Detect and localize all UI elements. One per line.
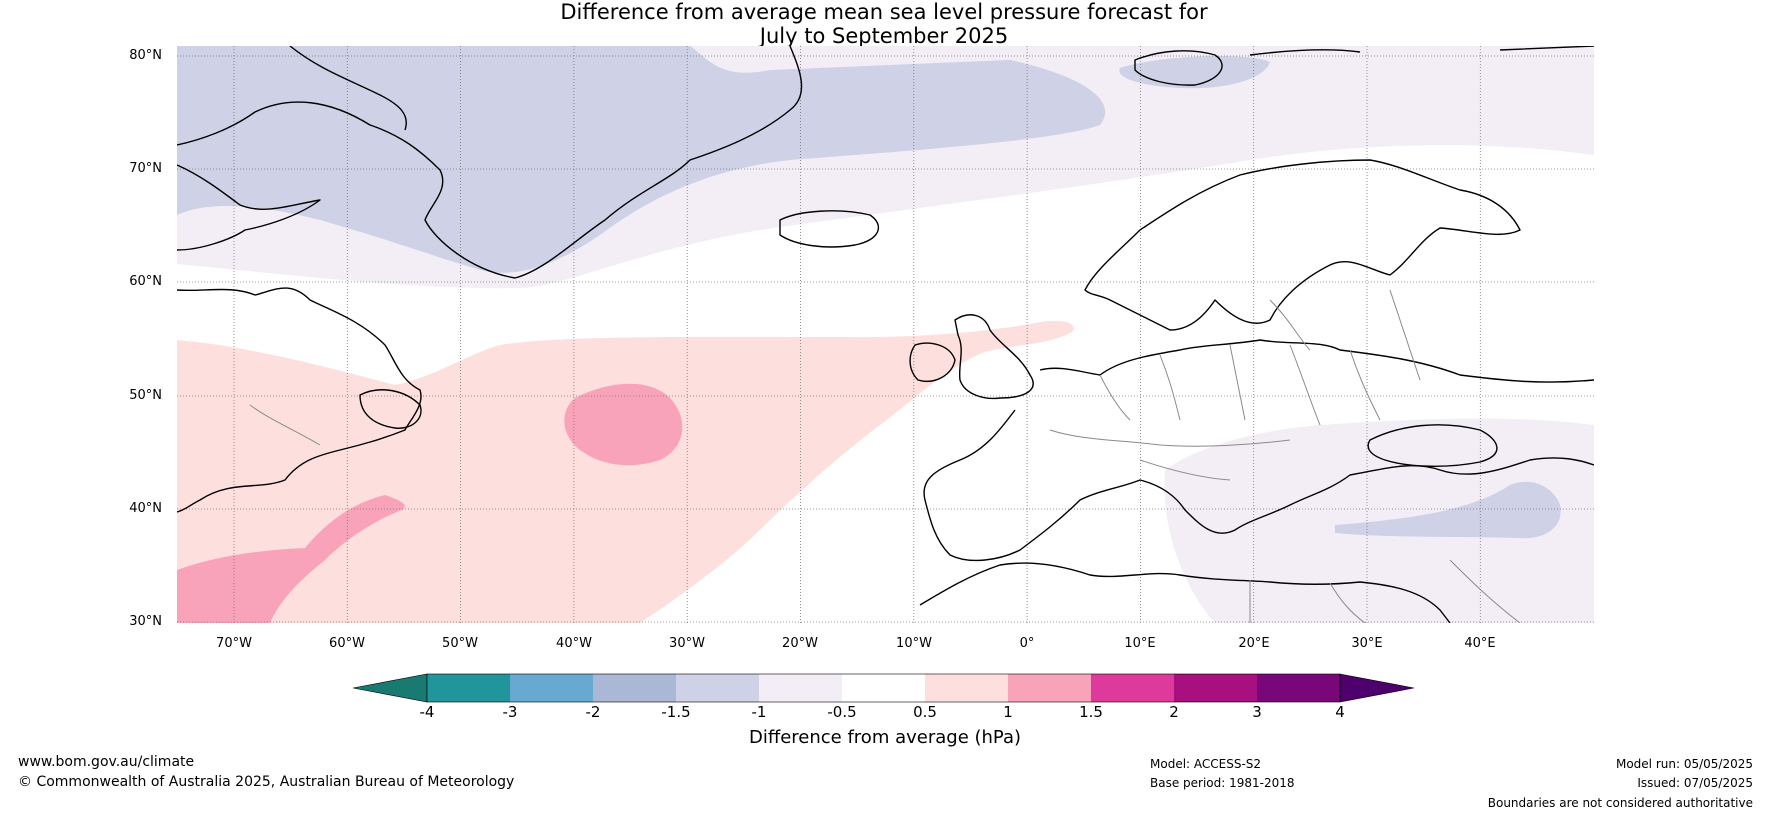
lon-label-40e: 40°E	[1464, 636, 1496, 651]
colorbar-frame	[426, 673, 1341, 703]
footer-disclaimer: Boundaries are not considered authoritat…	[1487, 796, 1753, 810]
footer-copyright: © Commonwealth of Australia 2025, Austra…	[18, 774, 515, 790]
lon-label-60w: 60°W	[329, 636, 365, 651]
footer-model-run: Model run: 05/05/2025	[1615, 757, 1753, 771]
map-title-line-2: July to September 2025	[759, 24, 1009, 48]
graticule	[177, 46, 1594, 623]
footer-base-period: Base period: 1981-2018	[1150, 776, 1295, 790]
colorbar-segment	[759, 674, 842, 702]
country-borders	[249, 289, 1521, 623]
greenland-north-coast	[289, 46, 407, 131]
colorbar-tick: -1.5	[661, 703, 691, 721]
footer-website: www.bom.gov.au/climate	[18, 754, 195, 770]
ireland-coast	[909, 342, 956, 382]
colorbar-tick: -1	[751, 703, 767, 721]
footer-issued: Issued: 07/05/2025	[1637, 776, 1753, 790]
lat-label-60n: 60°N	[129, 274, 162, 289]
lon-label-40w: 40°W	[556, 636, 592, 651]
lat-label-30n: 30°N	[129, 614, 162, 629]
colorbar-segment	[510, 674, 593, 702]
iceland-coast	[779, 210, 880, 248]
colorbar-extend-high	[1339, 673, 1415, 703]
lon-label-50w: 50°W	[442, 636, 478, 651]
colorbar-tick: -3	[502, 703, 518, 721]
lat-label-80n: 80°N	[129, 48, 162, 63]
scandinavia-coast	[1084, 159, 1521, 331]
lon-label-10w: 10°W	[896, 636, 932, 651]
colorbar-tick: 1	[1003, 703, 1013, 721]
lon-label-70w: 70°W	[216, 636, 252, 651]
anomaly-area-minus-1-5-to-minus-1-svalbard	[1119, 56, 1270, 89]
colorbar-tick: 4	[1335, 703, 1345, 721]
colorbar-tick: -4	[419, 703, 435, 721]
map-plot-area	[177, 46, 1594, 623]
colorbar	[352, 673, 1415, 703]
map-title: Difference from average mean sea level p…	[0, 0, 1768, 48]
colorbar-tick: 3	[1252, 703, 1262, 721]
colorbar-segment	[676, 674, 759, 702]
britain-coast	[954, 314, 1034, 400]
novaya-coast	[1249, 46, 1594, 56]
lon-label-0: 0°	[1019, 636, 1035, 651]
labrador-coast	[177, 287, 422, 513]
anomaly-area-plus-0-5-to-plus-1-atlantic	[177, 320, 1074, 623]
colorbar-segment	[1257, 674, 1340, 702]
europe-coast	[923, 339, 1594, 562]
coastlines	[177, 46, 1594, 623]
lat-label-70n: 70°N	[129, 161, 162, 176]
colorbar-extend-low	[352, 673, 428, 703]
lon-label-20w: 20°W	[782, 636, 818, 651]
svalbard-coast	[1134, 50, 1223, 86]
border-line	[1049, 289, 1421, 481]
colorbar-segment	[593, 674, 676, 702]
lon-label-20e: 20°E	[1238, 636, 1270, 651]
lon-label-10e: 10°E	[1124, 636, 1156, 651]
greenland-coast	[177, 46, 803, 279]
colorbar-segment	[842, 674, 925, 702]
border-line	[249, 404, 1521, 623]
map-title-line-1: Difference from average mean sea level p…	[560, 0, 1208, 24]
anomaly-area-plus-1-to-plus-1-5-southwest	[177, 495, 405, 623]
africa-coast	[919, 562, 1451, 623]
colorbar-tick: 2	[1169, 703, 1179, 721]
colorbar-tick: 1.5	[1079, 703, 1103, 721]
baffin-coast	[177, 164, 321, 251]
colorbar-segment	[1174, 674, 1257, 702]
black-sea-coast	[1367, 424, 1498, 467]
footer-model: Model: ACCESS-S2	[1150, 757, 1262, 771]
colorbar-tick: 0.5	[913, 703, 937, 721]
colorbar-segment	[925, 674, 1008, 702]
lat-label-40n: 40°N	[129, 501, 162, 516]
colorbar-segment	[427, 674, 510, 702]
colorbar-tick: -2	[585, 703, 601, 721]
anomaly-area-minus-1-5-to-minus-1-greenland	[177, 46, 1106, 273]
anomaly-area-minus-1-5-to-minus-1-turkey	[1335, 481, 1561, 539]
newfoundland-coast	[359, 389, 422, 429]
anomaly-area-plus-1-to-plus-1-5-mid-atlantic	[564, 383, 683, 466]
lon-label-30w: 30°W	[669, 636, 705, 651]
lat-label-50n: 50°N	[129, 388, 162, 403]
colorbar-label: Difference from average (hPa)	[748, 727, 1022, 748]
anomaly-area-minus-1-to-minus-0-5-mediterranean	[1164, 418, 1594, 623]
colorbar-segment	[1091, 674, 1174, 702]
lon-label-30e: 30°E	[1351, 636, 1383, 651]
colorbar-tick: -0.5	[827, 703, 857, 721]
colorbar-segment	[1008, 674, 1091, 702]
